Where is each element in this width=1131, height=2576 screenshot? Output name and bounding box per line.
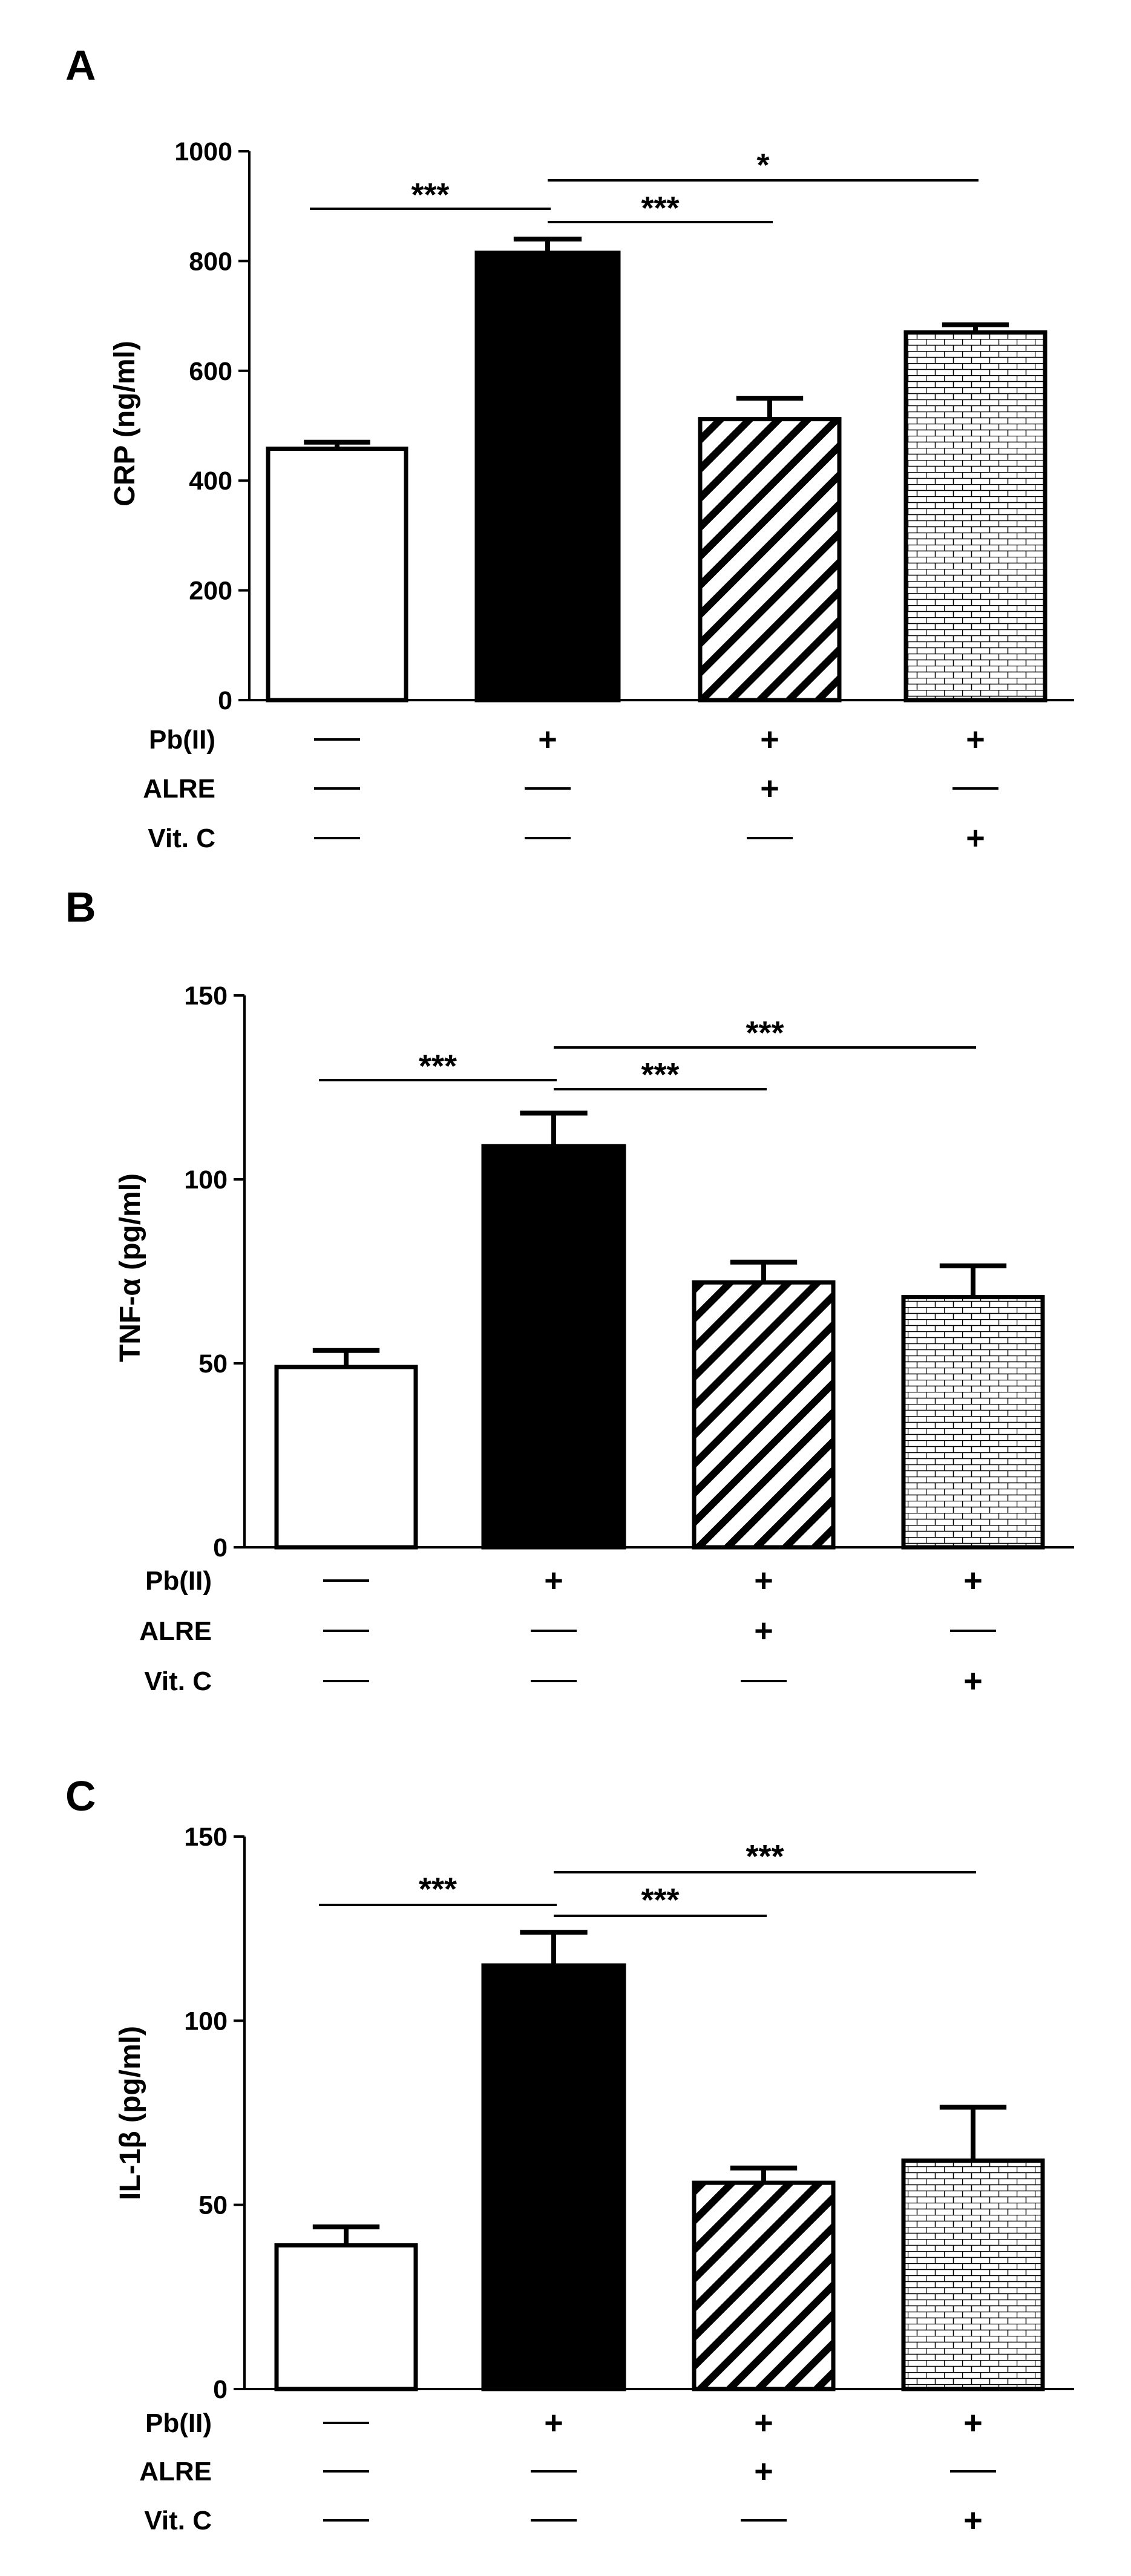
bar-4: [903, 330, 1047, 703]
y-tick-label: 100: [184, 2007, 228, 2036]
panel-label: A: [65, 42, 96, 89]
treatment-plus-mark: +: [760, 721, 779, 758]
bar-4: [901, 1295, 1045, 1550]
significance-label: ***: [746, 1015, 784, 1051]
significance-label: ***: [411, 177, 449, 213]
significance-label: ***: [419, 1048, 457, 1084]
chart-panel-b: B 0 50 100 150 TNF-α (pg/ml) *** *** *** Pb(II) + +…: [65, 883, 1074, 1699]
y-tick-label: 50: [198, 1349, 228, 1378]
y-tick-label: 400: [189, 467, 232, 496]
treatment-label: Pb(II): [149, 725, 215, 755]
significance-label: ***: [746, 1838, 784, 1875]
y-tick-label: 600: [189, 357, 232, 386]
treatment-plus-mark: +: [963, 2502, 983, 2538]
y-axis-title: CRP (ng/ml): [109, 341, 141, 506]
y-tick-label: 50: [198, 2191, 228, 2220]
treatment-plus-mark: +: [544, 2405, 563, 2441]
y-tick-label: 800: [189, 247, 232, 276]
bar-1: [266, 447, 408, 703]
chart-panel-c: C 0 50 100 150 IL-1β (pg/ml) *** *** *** Pb(II) + +…: [65, 1772, 1074, 2538]
significance-label: ***: [641, 190, 679, 226]
treatment-plus-mark: +: [963, 2405, 983, 2441]
bar-4: [901, 2158, 1045, 2391]
treatment-plus-mark: +: [544, 1562, 563, 1599]
treatment-label: ALRE: [139, 1616, 212, 1646]
bar-2: [481, 1963, 626, 2391]
bar-3: [692, 1280, 836, 1550]
panel-label: B: [65, 883, 96, 931]
treatment-label: Pb(II): [145, 2408, 212, 2438]
y-tick-label: 200: [189, 577, 232, 606]
significance-label: ***: [419, 1871, 457, 1907]
significance-label: ***: [641, 1882, 679, 1918]
bar-2: [481, 1144, 626, 1550]
bar-2: [474, 251, 621, 703]
treatment-label: Vit. C: [148, 824, 215, 853]
y-axis-title: TNF-α (pg/ml): [114, 1173, 146, 1362]
significance-label: *: [756, 147, 769, 183]
y-tick-label: 0: [213, 1533, 228, 1562]
y-tick-label: 0: [218, 686, 232, 715]
treatment-label: Vit. C: [144, 1667, 212, 1696]
treatment-label: ALRE: [139, 2457, 212, 2486]
treatment-plus-mark: +: [963, 1562, 983, 1599]
treatment-plus-mark: +: [754, 2405, 773, 2441]
significance-label: ***: [641, 1057, 679, 1093]
y-tick-label: 1000: [174, 137, 232, 166]
treatment-label: ALRE: [143, 774, 215, 804]
y-axis-title: IL-1β (pg/ml): [114, 2026, 146, 2200]
treatment-plus-mark: +: [754, 2453, 773, 2489]
treatment-plus-mark: +: [754, 1562, 773, 1599]
bar-1: [274, 1365, 418, 1550]
treatment-plus-mark: +: [966, 820, 985, 856]
treatment-plus-mark: +: [963, 1663, 983, 1699]
y-tick-label: 0: [213, 2375, 228, 2404]
treatment-plus-mark: +: [754, 1613, 773, 1649]
treatment-plus-mark: +: [538, 721, 557, 758]
treatment-plus-mark: +: [760, 770, 779, 807]
y-tick-label: 150: [184, 1823, 228, 1852]
treatment-label: Pb(II): [145, 1566, 212, 1596]
bar-1: [274, 2243, 418, 2391]
panel-label: C: [65, 1772, 96, 1820]
y-tick-label: 100: [184, 1165, 228, 1195]
y-tick-label: 150: [184, 982, 228, 1011]
bar-3: [692, 2180, 836, 2391]
bar-3: [698, 417, 842, 703]
treatment-plus-mark: +: [966, 721, 985, 758]
treatment-label: Vit. C: [144, 2506, 212, 2535]
